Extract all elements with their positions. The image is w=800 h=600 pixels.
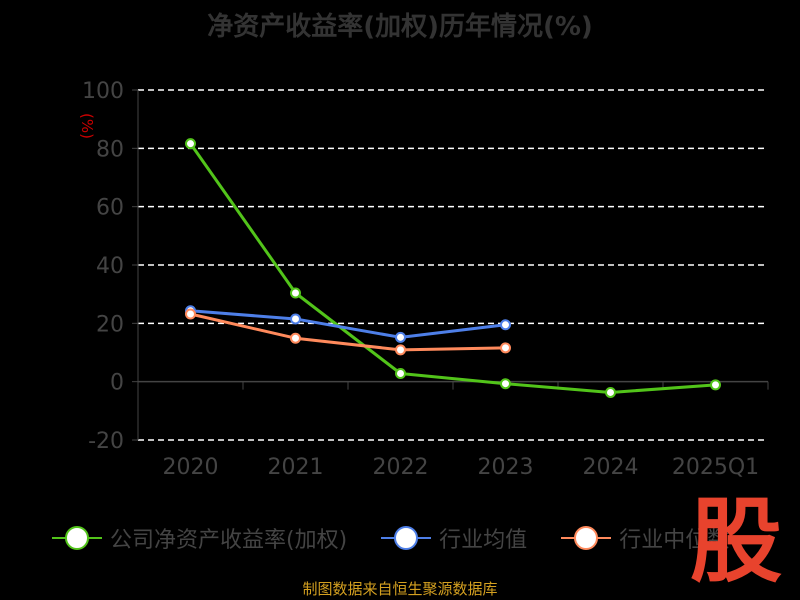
x-tick-label: 2023 xyxy=(478,455,534,480)
x-tick-label: 2025Q1 xyxy=(672,455,759,480)
data-point[interactable] xyxy=(185,138,196,150)
data-point[interactable] xyxy=(185,308,196,320)
data-point[interactable] xyxy=(290,287,301,299)
data-point[interactable] xyxy=(290,332,301,344)
y-tick-label: 0 xyxy=(110,371,124,396)
series-points xyxy=(185,138,721,398)
legend-label-industry-avg: 行业均值 xyxy=(439,528,528,553)
data-point[interactable] xyxy=(500,319,511,331)
data-point[interactable] xyxy=(395,368,406,379)
legend-item-industry-median[interactable]: 行业中位数 xyxy=(561,522,729,554)
y-axis: 100 80 60 40 20 0 -20 xyxy=(82,79,139,454)
x-tick-label: 2020 xyxy=(163,455,219,480)
y-tick-label: 60 xyxy=(96,196,124,221)
x-tick-label: 2024 xyxy=(583,455,639,480)
data-point[interactable] xyxy=(395,344,406,356)
y-tick-label: -20 xyxy=(88,429,124,454)
legend-marker-company xyxy=(52,526,102,550)
legend-label-industry-median: 行业中位数 xyxy=(619,528,730,553)
series-line-2 xyxy=(189,312,507,352)
x-tick-label: 2022 xyxy=(373,455,429,480)
legend-marker-industry-avg xyxy=(381,526,432,550)
data-point[interactable] xyxy=(710,379,721,391)
y-tick-label: 40 xyxy=(96,254,124,279)
x-tick-label: 2021 xyxy=(268,455,324,480)
data-point[interactable] xyxy=(500,342,511,354)
data-point[interactable] xyxy=(500,378,511,390)
series-lines xyxy=(189,142,717,394)
data-point[interactable] xyxy=(395,331,406,343)
data-point[interactable] xyxy=(290,313,301,325)
legend: 公司净资产收益率(加权) 行业均值 行业中位数 xyxy=(52,518,729,558)
data-point[interactable] xyxy=(605,386,616,398)
x-axis: 2020 2021 2022 2023 2024 2025Q1 xyxy=(137,380,769,480)
y-tick-label: 20 xyxy=(96,312,124,337)
stock-logo: 股 xyxy=(690,488,783,595)
legend-item-industry-avg[interactable]: 行业均值 xyxy=(381,522,527,554)
grid-lines xyxy=(138,89,768,441)
data-source: 制图数据来自恒生聚源数据库 xyxy=(302,580,498,598)
series-line-0 xyxy=(189,142,717,394)
y-tick-label: 80 xyxy=(96,137,124,162)
chart-title: 净资产收益率(加权)历年情况(%) xyxy=(207,12,593,42)
y-axis-unit-label: (%) xyxy=(78,113,96,139)
legend-item-company[interactable]: 公司净资产收益率(加权) xyxy=(52,522,347,554)
series-line-1 xyxy=(189,309,507,339)
y-tick-label: 100 xyxy=(82,79,124,104)
legend-marker-industry-median xyxy=(561,526,612,550)
legend-label-company: 公司净资产收益率(加权) xyxy=(110,528,348,553)
